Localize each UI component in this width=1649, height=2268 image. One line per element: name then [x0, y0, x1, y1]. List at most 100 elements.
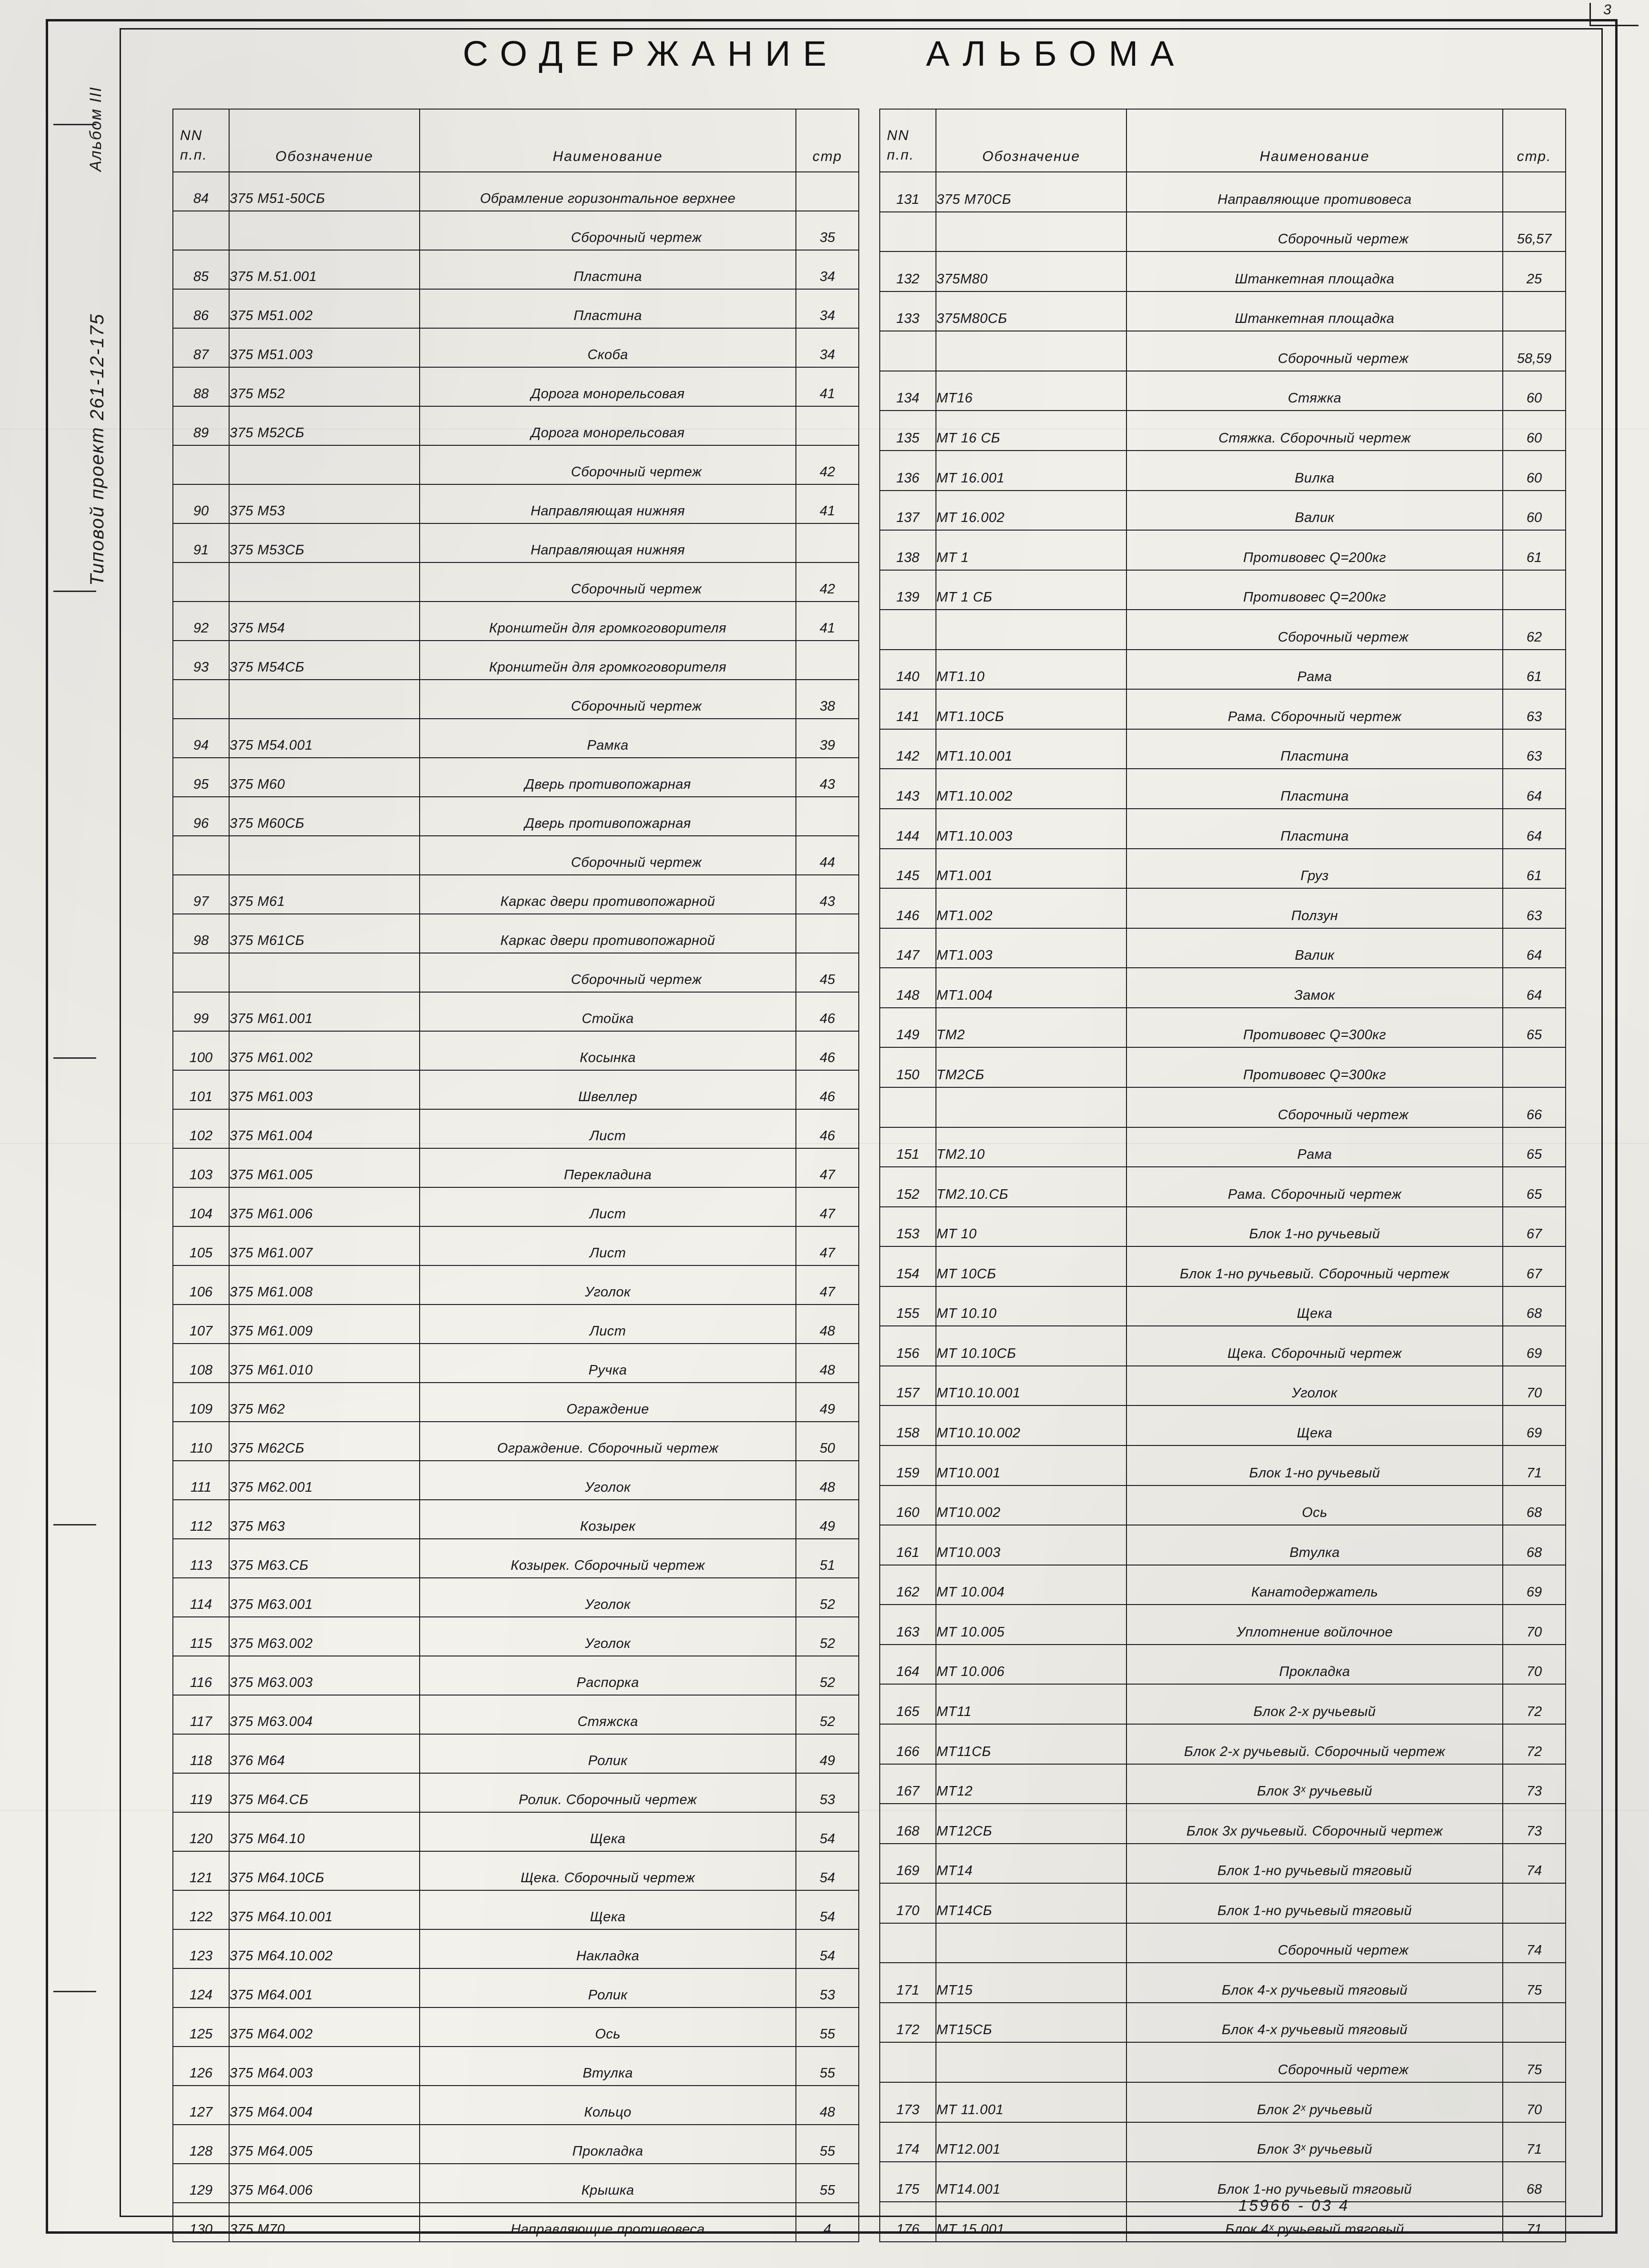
table-row: 137 МТ 16.002 Валик 60 [879, 490, 1566, 531]
cell-number: 113 [172, 1538, 230, 1578]
cell-designation: 375 M63.003 [229, 1656, 420, 1696]
cell-number: 97 [172, 874, 230, 914]
cell-name: Противовес Q=300кг [1126, 1047, 1503, 1088]
cell-name: Направляющие противовеса [1126, 171, 1503, 212]
cell-number: 168 [879, 1803, 936, 1844]
table-row: 122 375 M64.10.001 Щека 54 [172, 1890, 859, 1930]
cell-name: Перекладина [419, 1148, 796, 1188]
cell-name: Втулка [1126, 1525, 1503, 1566]
cell-designation: МТ1.002 [935, 888, 1127, 929]
cell-designation: МТ12 [935, 1763, 1127, 1805]
cell-designation [229, 835, 420, 875]
cell-number: 133 [879, 291, 936, 332]
cell-page: 60 [1502, 490, 1566, 531]
table-row: 164 МТ 10.006 Прокладка 70 [879, 1644, 1566, 1685]
cell-number: 144 [879, 808, 936, 849]
table-row: 125 375 M64.002 Ось 55 [172, 2007, 859, 2047]
cell-designation: 375 M64.10.002 [229, 1929, 420, 1969]
cell-name: Блок 3х ручьевый. Сборочный чертеж [1126, 1803, 1503, 1844]
cell-name: Щека [1126, 1405, 1503, 1446]
cell-name: Блок 4ˣ ручьевый тяговый [1126, 2201, 1503, 2243]
margin-tick [53, 1057, 96, 1059]
cell-designation: 375 M64.001 [229, 1968, 420, 2008]
column-header-number: NN п.п. [172, 109, 230, 172]
cell-page: 68 [1502, 1285, 1566, 1327]
table-row: 170 МТ14СБ Блок 1-но ручьевый тяговый [879, 1883, 1566, 1924]
cell-name: Каркас двери противопожарной [419, 913, 796, 953]
table-row: 127 375 M64.004 Кольцо 48 [172, 2085, 859, 2125]
table-row: 128 375 M64.005 Прокладка 55 [172, 2124, 859, 2164]
table-row: 130 375 M70 Направляющие противовеса 4 [172, 2202, 859, 2242]
cell-name: Сборочный чертеж [1126, 1922, 1503, 1964]
table-row: Сборочный чертеж 38 [172, 679, 859, 719]
cell-designation: МТ15СБ [935, 2002, 1127, 2043]
cell-page: 54 [795, 1929, 859, 1969]
cell-number: 170 [879, 1883, 936, 1924]
cell-name: Противовес Q=200кг [1126, 569, 1503, 611]
cell-number: 96 [172, 796, 230, 836]
cell-page: 39 [795, 718, 859, 758]
cell-name: Уголок [419, 1577, 796, 1617]
cell-page: 44 [795, 835, 859, 875]
cell-page: 52 [795, 1616, 859, 1656]
cell-name: Ползун [1126, 888, 1503, 929]
margin-tick [53, 591, 96, 592]
table-row: 116 375 M63.003 Распорка 52 [172, 1656, 859, 1696]
cell-name: Обрамление горизонтальное верхнее [419, 171, 796, 211]
table-row: 118 376 M64 Ролик 49 [172, 1734, 859, 1774]
table-row: 91 375 M53СБ Направляющая нижняя [172, 523, 859, 563]
cell-page: 51 [795, 1538, 859, 1578]
cell-designation [935, 331, 1127, 371]
cell-number: 102 [172, 1109, 230, 1149]
cell-designation: ТМ2СБ [935, 1047, 1127, 1088]
cell-page: 64 [1502, 967, 1566, 1008]
cell-page: 70 [1502, 1365, 1566, 1406]
table-header-row: NN п.п. Обозначение Наименование стр. [879, 109, 1566, 172]
cell-designation: ТМ2.10.СБ [935, 1166, 1127, 1207]
cell-number: 119 [172, 1773, 230, 1813]
table-row: 159 МТ10.001 Блок 1-но ручьевый 71 [879, 1445, 1566, 1486]
cell-page: 48 [795, 2085, 859, 2125]
cell-page: 55 [795, 2046, 859, 2086]
cell-page: 65 [1502, 1126, 1566, 1168]
cell-number: 93 [172, 640, 230, 680]
cell-number: 136 [879, 450, 936, 491]
cell-number: 142 [879, 728, 936, 770]
table-row: 92 375 M54 Кронштейн для громкоговорителя 4… [172, 601, 859, 641]
cell-designation: МТ 16 СБ [935, 410, 1127, 451]
page-title-word-alboma: АЛЬБОМА [926, 34, 1186, 73]
side-margin-stamp: Альбом III Типовой проект 261-12-175 [51, 29, 123, 2219]
table-row: 93 375 M54СБ Кронштейн для громкоговорител… [172, 640, 859, 680]
table-row: 131 375 M70СБ Направляющие противовеса [879, 171, 1566, 212]
cell-name: Лист [419, 1109, 796, 1149]
cell-designation: 375 M63.СБ [229, 1538, 420, 1578]
cell-number: 131 [879, 171, 936, 212]
cell-designation: 375 M61.010 [229, 1343, 420, 1383]
cell-number: 103 [172, 1148, 230, 1188]
table-row: 126 375 M64.003 Втулка 55 [172, 2046, 859, 2086]
cell-number: 101 [172, 1070, 230, 1110]
cell-designation: МТ1.10 [935, 649, 1127, 690]
cell-page [795, 913, 859, 953]
cell-page: 41 [795, 367, 859, 407]
cell-page: 34 [795, 250, 859, 290]
cell-number: 165 [879, 1684, 936, 1725]
table-row: 119 375 M64.СБ Ролик. Сборочный чертеж 53 [172, 1773, 859, 1813]
cell-designation: 375 M61.008 [229, 1265, 420, 1305]
cell-number: 152 [879, 1166, 936, 1207]
cell-name: Лист [419, 1187, 796, 1227]
cell-name: Блок 1-но ручьевый тяговый [1126, 1843, 1503, 1884]
cell-number: 88 [172, 367, 230, 407]
corner-page-number: 3 [1603, 2, 1611, 18]
margin-tick [53, 1991, 96, 1992]
table-row: 156 МТ 10.10СБ Щека. Сборочный чертеж 69 [879, 1325, 1566, 1366]
table-row: 139 МТ 1 СБ Противовес Q=200кг [879, 569, 1566, 611]
cell-designation: 375 M64.10.001 [229, 1890, 420, 1930]
cell-designation: МТ 10 [935, 1206, 1127, 1247]
cell-designation [229, 211, 420, 251]
cell-designation: МТ11 [935, 1684, 1127, 1725]
cell-page: 54 [795, 1890, 859, 1930]
cell-page [1502, 1047, 1566, 1088]
cell-name: Прокладка [419, 2124, 796, 2164]
cell-name: Груз [1126, 848, 1503, 889]
